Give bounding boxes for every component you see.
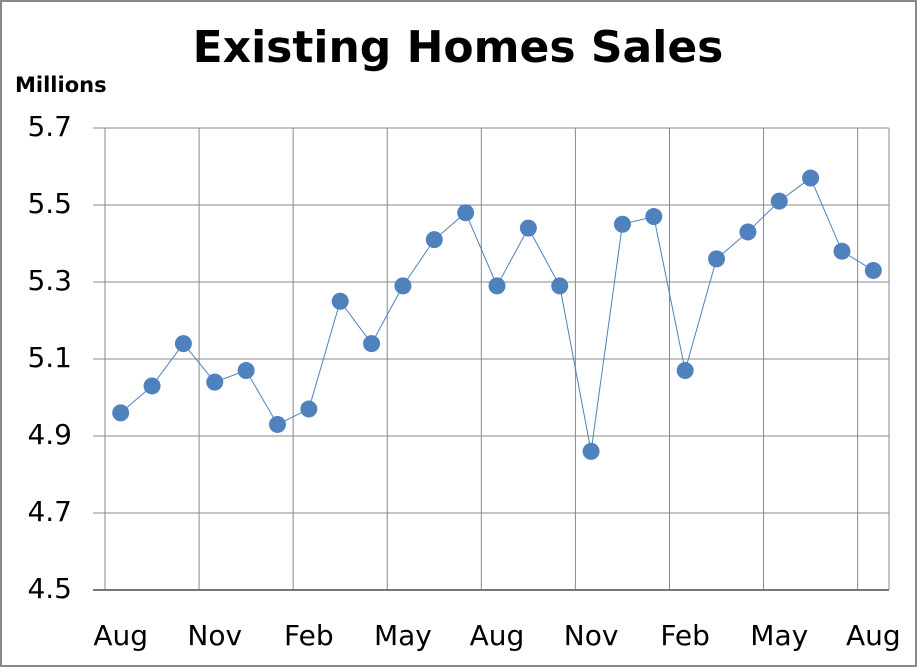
data-point xyxy=(613,215,631,233)
data-point xyxy=(739,223,757,241)
data-point xyxy=(425,231,443,249)
data-point xyxy=(551,277,569,295)
y-tick-label: 4.5 xyxy=(27,572,72,605)
y-tick-label: 5.3 xyxy=(27,264,72,297)
y-tick-label: 4.9 xyxy=(27,418,72,451)
x-tick-label: Aug xyxy=(846,619,901,652)
data-point xyxy=(457,204,475,222)
y-tick-label: 5.5 xyxy=(27,187,72,220)
x-tick-label: Aug xyxy=(93,619,148,652)
data-point xyxy=(394,277,412,295)
data-point xyxy=(206,373,224,391)
y-axis-label: Millions xyxy=(15,73,107,97)
data-point xyxy=(237,362,255,380)
data-point xyxy=(112,404,130,422)
data-point xyxy=(300,400,318,418)
data-point xyxy=(676,362,694,380)
data-point xyxy=(864,261,882,279)
data-point xyxy=(833,242,851,260)
data-point xyxy=(645,208,663,226)
x-tick-label: Nov xyxy=(564,619,619,652)
x-tick-label: Nov xyxy=(187,619,242,652)
chart-title: Existing Homes Sales xyxy=(193,22,724,73)
data-point xyxy=(582,442,600,460)
data-point xyxy=(174,335,192,353)
data-point xyxy=(143,377,161,395)
data-point xyxy=(488,277,506,295)
x-tick-label: May xyxy=(750,619,808,652)
data-point xyxy=(802,169,820,187)
data-point xyxy=(268,415,286,433)
x-tick-label: Aug xyxy=(470,619,525,652)
data-point xyxy=(363,335,381,353)
data-point xyxy=(519,219,537,237)
x-tick-label: May xyxy=(374,619,432,652)
y-tick-label: 4.7 xyxy=(27,495,72,528)
y-tick-label: 5.1 xyxy=(27,341,72,374)
y-tick-label: 5.7 xyxy=(27,110,72,143)
data-point xyxy=(708,250,726,268)
x-tick-label: Feb xyxy=(284,619,334,652)
data-point xyxy=(331,292,349,310)
data-point xyxy=(770,192,788,210)
x-tick-label: Feb xyxy=(660,619,710,652)
